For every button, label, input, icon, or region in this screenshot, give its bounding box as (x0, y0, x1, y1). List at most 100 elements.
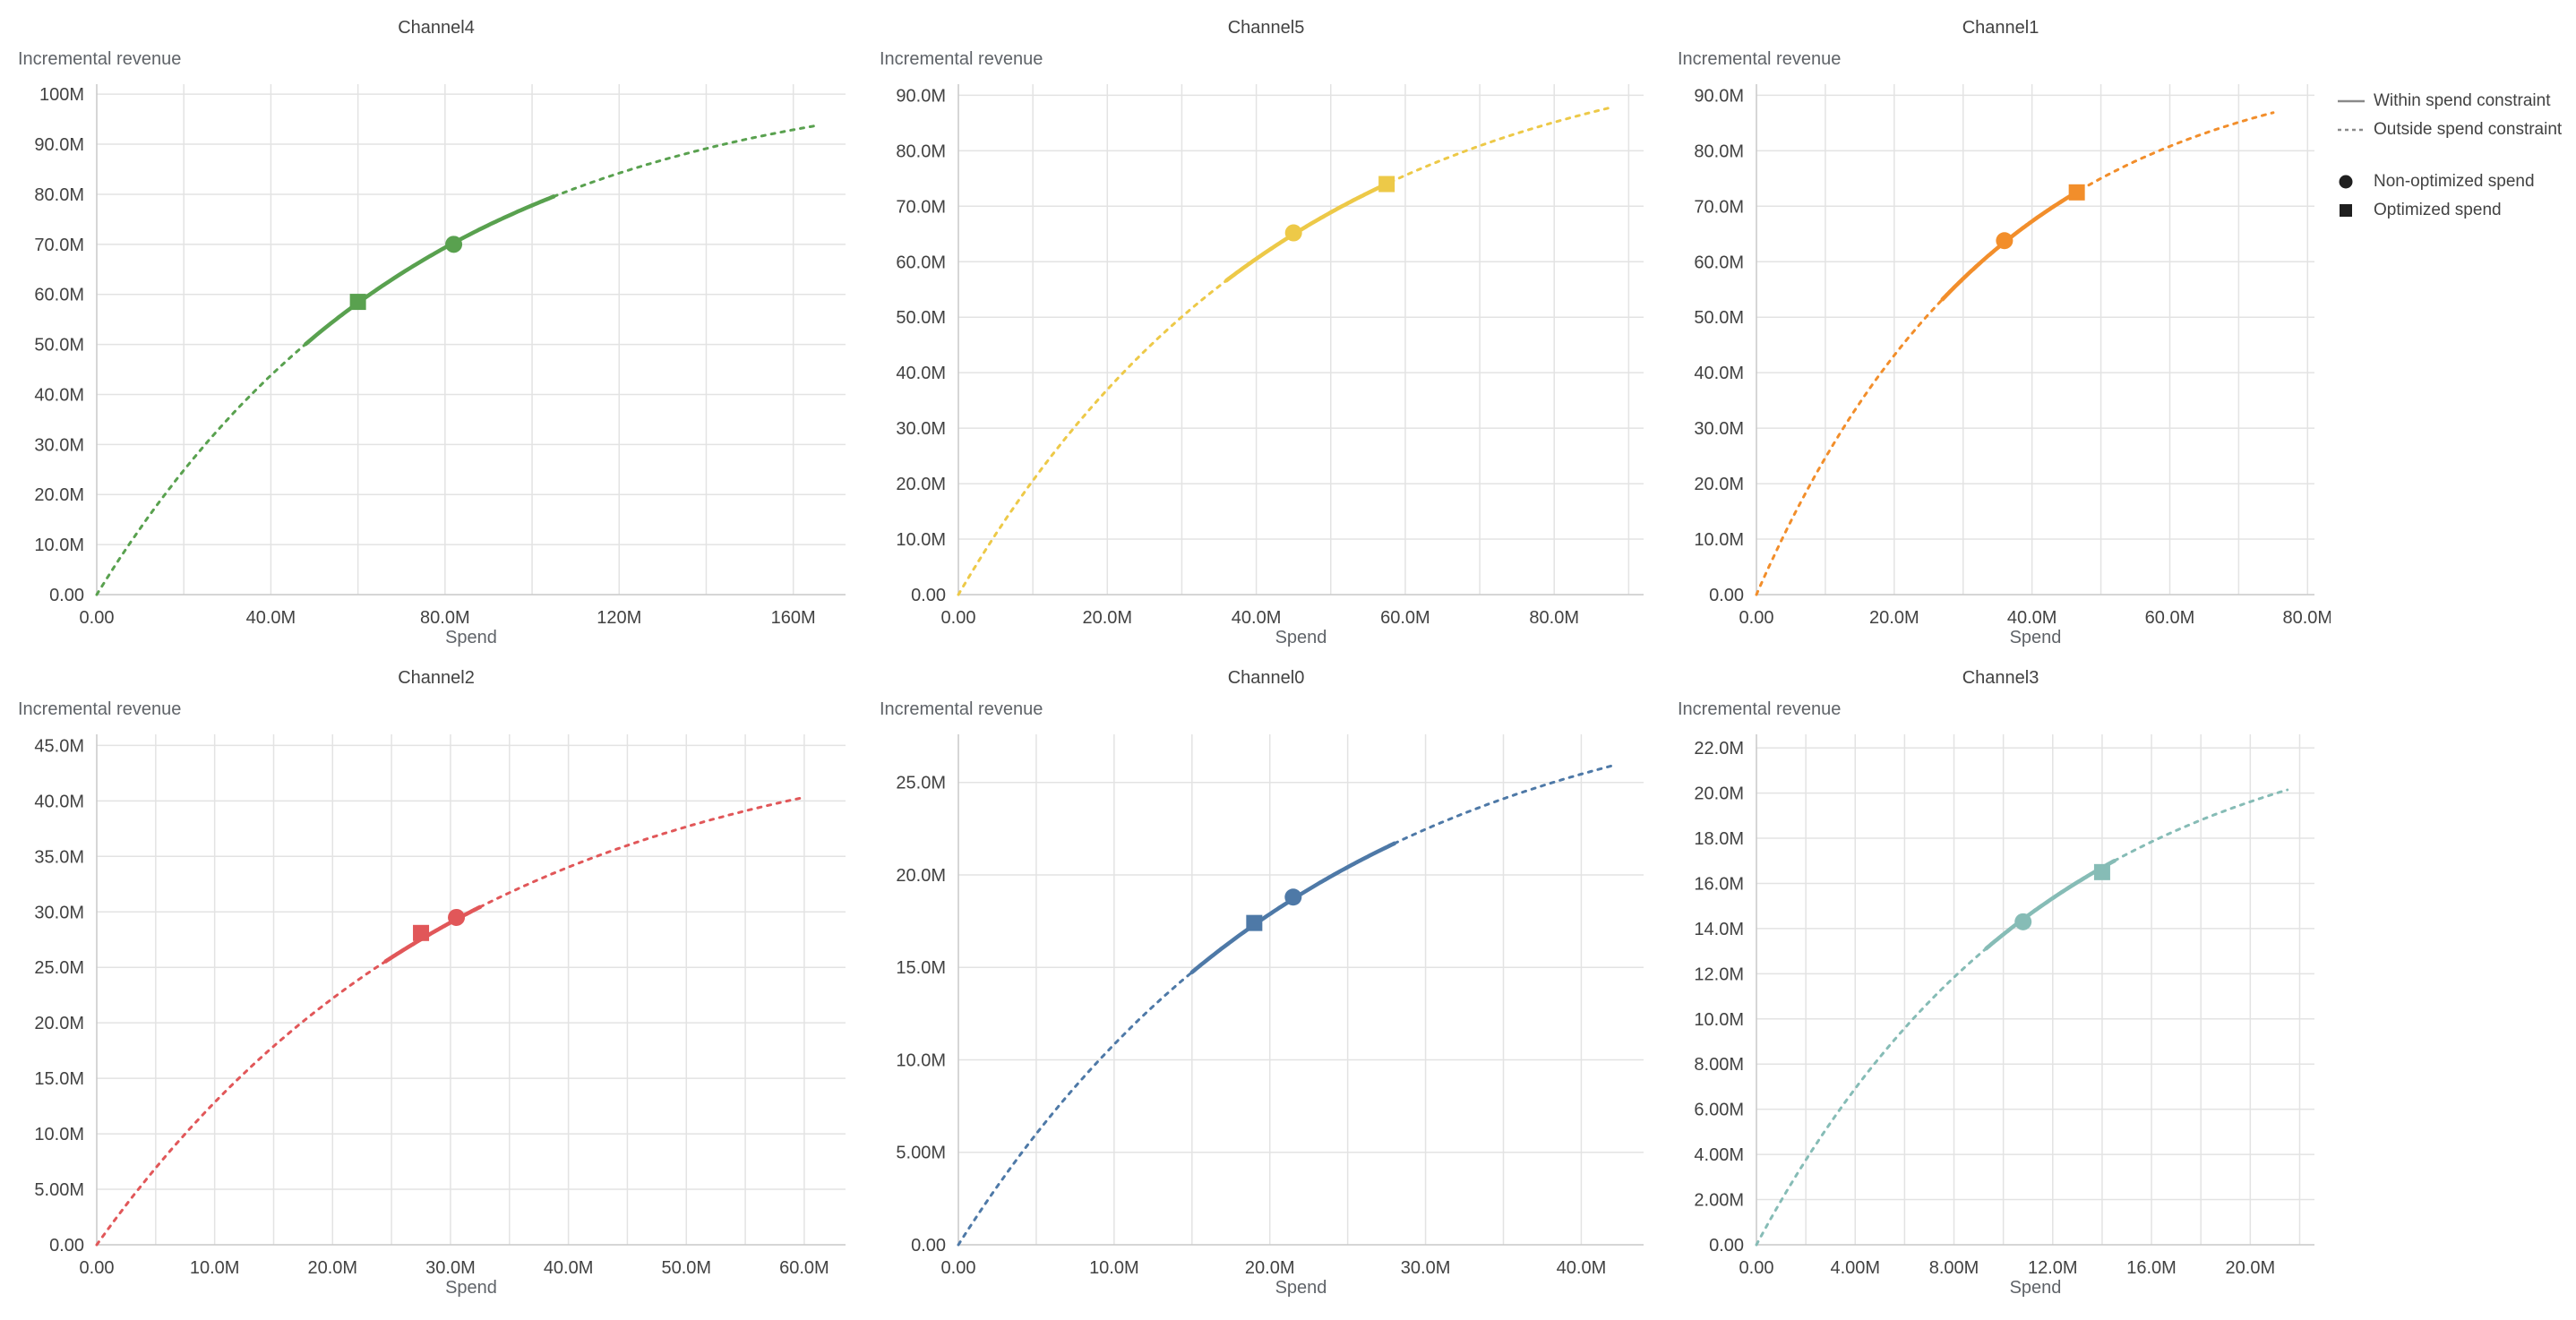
y-tick-label: 60.0M (896, 253, 946, 272)
curve-outside-constraint-right (552, 124, 817, 198)
y-tick-label: 40.0M (34, 385, 84, 405)
non-optimized-spend-marker (2014, 913, 2032, 930)
y-axis-title: Incremental revenue (880, 49, 1043, 69)
chart-plot: 0.00 5.00M 10.0M 15.0M 20.0M 25.0M 30.0M 35.0M 4… (34, 734, 846, 1298)
x-tick-label: 0.00 (941, 1258, 976, 1278)
legend-label: Within spend constraint (2374, 91, 2551, 110)
y-tick-label: 5.00M (34, 1180, 84, 1200)
legend-label: Outside spend constraint (2374, 120, 2563, 139)
y-tick-label: 90.0M (34, 135, 84, 155)
curve-outside-constraint-right (478, 795, 806, 909)
y-tick-label: 6.00M (1694, 1101, 1744, 1120)
y-tick-label: 90.0M (1694, 86, 1744, 106)
x-tick-label: 4.00M (1830, 1258, 1880, 1278)
legend-item-non-optimized: Non-optimized spend (2336, 172, 2576, 192)
chart-plot: 0.00 2.00M 4.00M 6.00M 8.00M 10.0M 12.0M 14.0M 1… (1694, 734, 2314, 1298)
non-optimized-spend-marker (445, 236, 463, 253)
y-tick-label: 10.0M (896, 1050, 946, 1070)
y-tick-label: 25.0M (34, 958, 84, 978)
y-tick-label: 30.0M (34, 435, 84, 455)
legend-item-optimized: Optimized spend (2336, 201, 2576, 220)
curve-outside-constraint-left (1755, 297, 1945, 596)
y-axis-title: Incremental revenue (1678, 49, 1842, 69)
chart-channel2: Channel2 Incremental revenue 0.00 5.00M 10.0… (5, 656, 867, 1306)
x-tick-label: 40.0M (544, 1258, 594, 1278)
legend-item-outside-constraint: Outside spend constraint (2336, 120, 2576, 140)
y-tick-label: 70.0M (34, 236, 84, 255)
y-tick-label: 100M (39, 85, 84, 105)
y-tick-label: 80.0M (896, 141, 946, 161)
optimized-spend-marker (349, 294, 366, 311)
y-tick-label: 30.0M (34, 903, 84, 922)
circle-marker-icon (2339, 175, 2353, 189)
x-tick-label: 10.0M (1089, 1258, 1139, 1278)
x-tick-label: 16.0M (2126, 1258, 2177, 1278)
x-tick-label: 40.0M (2007, 608, 2057, 628)
x-tick-label: 20.0M (1869, 608, 1919, 628)
legend-gap (2336, 149, 2576, 172)
y-tick-label: 80.0M (1694, 141, 1744, 161)
y-tick-label: 0.00 (911, 586, 946, 605)
optimized-spend-marker (2093, 863, 2110, 880)
y-tick-label: 45.0M (34, 736, 84, 756)
y-tick-label: 20.0M (1694, 475, 1744, 494)
chart-title: Channel0 (1227, 668, 1305, 688)
x-tick-label: 20.0M (308, 1258, 358, 1278)
curve-outside-constraint-right (2113, 788, 2289, 862)
legend: Within spend constraint Outside spend co… (2336, 5, 2576, 1306)
non-optimized-spend-marker (1996, 232, 2014, 250)
chart-title: Channel3 (1962, 668, 2039, 688)
chart-channel5: Channel5 Incremental revenue 0.00 10.0M 20.0… (867, 5, 1665, 656)
x-tick-label: 40.0M (1232, 608, 1282, 628)
curve-within-constraint (1984, 858, 2117, 951)
y-tick-label: 8.00M (1694, 1055, 1744, 1075)
y-tick-label: 70.0M (1694, 197, 1744, 217)
y-tick-label: 10.0M (896, 530, 946, 550)
x-axis-title: Spend (1275, 1278, 1327, 1297)
y-tick-label: 14.0M (1694, 920, 1744, 939)
optimized-spend-marker (1246, 914, 1263, 931)
x-tick-label: 10.0M (190, 1258, 240, 1278)
square-marker-icon (2340, 204, 2352, 217)
curve-within-constraint (1189, 841, 1397, 974)
chart-title: Channel4 (398, 18, 475, 38)
y-tick-label: 25.0M (896, 774, 946, 793)
y-tick-label: 18.0M (1694, 829, 1744, 849)
y-tick-label: 10.0M (34, 536, 84, 555)
x-tick-label: 0.00 (1739, 608, 1774, 628)
y-tick-label: 0.00 (1709, 586, 1744, 605)
x-tick-label: 30.0M (425, 1258, 476, 1278)
y-tick-label: 20.0M (896, 866, 946, 886)
x-tick-label: 120M (597, 608, 641, 628)
x-tick-label: 8.00M (1929, 1258, 1979, 1278)
chart-channel4: Channel4 Incremental revenue 0.00 10.0M 20.0… (5, 5, 867, 656)
y-tick-label: 70.0M (896, 197, 946, 217)
y-tick-label: 0.00 (49, 1236, 84, 1256)
y-tick-label: 0.00 (911, 1236, 946, 1256)
x-tick-label: 80.0M (2283, 608, 2331, 628)
y-tick-label: 10.0M (1694, 530, 1744, 550)
curve-outside-constraint-left (1755, 947, 1988, 1247)
y-tick-label: 20.0M (34, 1014, 84, 1033)
x-axis-title: Spend (445, 628, 497, 647)
y-tick-label: 10.0M (34, 1125, 84, 1144)
y-tick-label: 30.0M (1694, 419, 1744, 439)
y-tick-label: 60.0M (34, 286, 84, 305)
x-axis-title: Spend (2010, 1278, 2062, 1297)
curve-outside-constraint-right (2079, 111, 2275, 192)
curve-outside-constraint-left (95, 342, 307, 596)
y-tick-label: 30.0M (896, 419, 946, 439)
y-axis-title: Incremental revenue (880, 699, 1043, 719)
curve-outside-constraint-left (957, 971, 1194, 1247)
x-tick-label: 60.0M (2145, 608, 2195, 628)
curve-within-constraint (383, 904, 483, 964)
y-tick-label: 60.0M (1694, 253, 1744, 272)
y-tick-label: 2.00M (1694, 1191, 1744, 1211)
x-tick-label: 20.0M (2226, 1258, 2276, 1278)
y-tick-label: 4.00M (1694, 1145, 1744, 1165)
y-tick-label: 50.0M (34, 336, 84, 356)
x-tick-label: 60.0M (779, 1258, 829, 1278)
optimized-spend-marker (413, 924, 430, 941)
curve-outside-constraint-right (1393, 764, 1614, 845)
